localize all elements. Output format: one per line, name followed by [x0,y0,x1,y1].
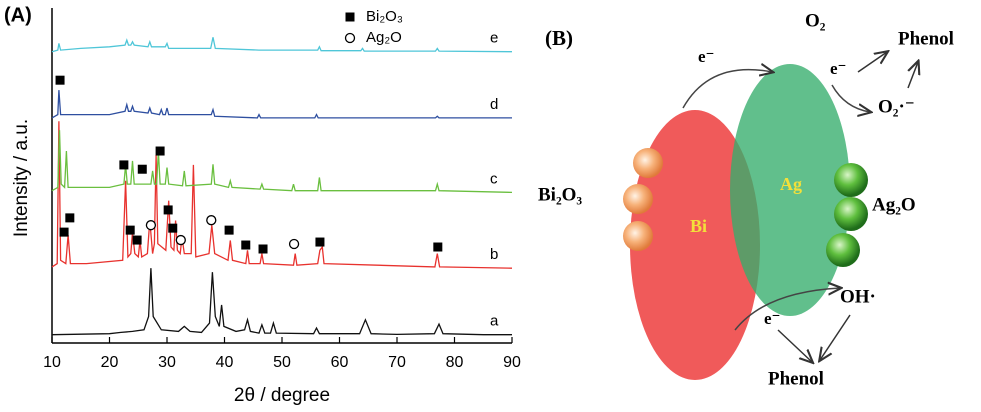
marker-square [315,238,324,247]
marker-circle [176,236,185,245]
marker-circle [146,221,155,230]
series-label: c [490,170,498,187]
series-line [52,121,512,268]
series-label: d [490,96,498,113]
marker-square [433,243,442,252]
marker-square [126,226,135,235]
marker-square [259,244,268,253]
marker-circle [207,216,216,225]
label: Bi [690,216,707,236]
x-tick-label: 10 [43,354,61,371]
x-tick-label: 60 [331,354,349,371]
marker-square [156,147,165,156]
label: Bi₂O₃ [538,184,582,205]
y-axis-title: Intensity / a.u. [11,119,32,237]
panel-label: (A) [4,4,32,26]
marker-square [138,165,147,174]
x-tick-label: 90 [503,354,521,371]
panel-label: (B) [545,26,573,50]
label: OH· [840,286,876,307]
bi2o3-particle [633,148,663,178]
x-tick-label: 70 [388,354,406,371]
series-line [52,37,512,52]
label: Phenol [768,368,824,389]
ag2o-particle [834,163,868,197]
series-label: a [490,313,499,330]
label: e⁻ [764,309,781,328]
label: Phenol [898,28,954,49]
label: e⁻ [698,47,715,66]
series-line [52,90,512,118]
marker-square [164,205,173,214]
bi2o3-particle [623,221,653,251]
x-tick-label: 30 [158,354,176,371]
marker-circle [290,240,299,249]
x-tick-label: 40 [216,354,234,371]
ag2o-particle [834,197,868,231]
plot: 10 20 30 40 50 60 70 80 90 a b c d e Bi₂O₃ Ag₂O [43,8,521,371]
marker-square [225,226,234,235]
label: Ag₂O [872,194,916,215]
x-tick-label: 50 [273,354,291,371]
arrow [908,62,918,88]
diagram: (B) e⁻ O₂ Phenol e⁻ O₂·⁻ Bi₂O₃ Bi Ag Ag₂… [538,10,954,389]
marker-square [65,213,74,222]
series-line [52,268,512,335]
arrow [858,52,887,72]
series-label: b [490,246,498,263]
marker-square [56,76,65,85]
marker-square [241,241,250,250]
arrow [820,315,850,360]
ag2o-particle [826,233,860,267]
marker-square [119,160,128,169]
arrow [778,330,812,362]
arrow [832,85,870,112]
x-tick-label: 80 [446,354,464,371]
series-label: e [490,30,498,47]
legend-symbol [346,34,355,43]
marker-square [168,224,177,233]
label: O₂·⁻ [878,96,915,117]
legend-label: Ag₂O [366,29,402,46]
bi2o3-particle [623,184,653,214]
marker-square [60,228,69,237]
label: Ag [780,174,802,194]
figure: (A) 2θ / degree Intensity / a.u. 10 20 30 4… [0,0,981,412]
x-axis-title: 2θ / degree [234,385,330,406]
label: O₂ [805,10,826,31]
x-tick-label: 20 [101,354,119,371]
legend-label: Bi₂O₃ [366,8,403,25]
legend-symbol [346,13,355,22]
label: e⁻ [830,59,847,78]
marker-square [133,236,142,245]
